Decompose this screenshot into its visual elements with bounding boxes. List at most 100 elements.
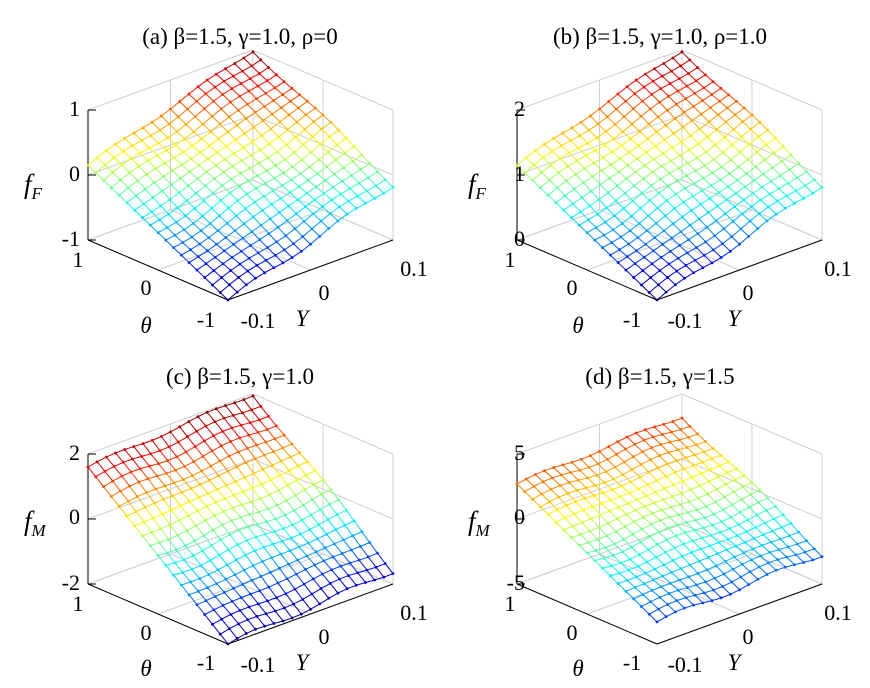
- surface-point: [598, 183, 602, 187]
- surface-mesh-line: [703, 451, 713, 460]
- surface-mesh-line: [553, 464, 563, 469]
- surface-mesh-line: [562, 132, 571, 141]
- surface-mesh-line: [185, 446, 196, 453]
- surface-mesh-line: [293, 236, 304, 245]
- surface-mesh-line: [185, 545, 194, 556]
- surface-mesh-line: [535, 143, 545, 152]
- surface-mesh-line: [699, 480, 710, 487]
- surface-mesh-line: [223, 417, 233, 429]
- surface-point: [257, 510, 261, 514]
- surface-point: [119, 489, 122, 493]
- surface-mesh-line: [266, 165, 277, 172]
- surface-mesh-line: [103, 179, 112, 189]
- surface-point: [684, 263, 688, 267]
- surface-mesh-line: [275, 518, 284, 529]
- surface-mesh-line: [286, 573, 297, 580]
- surface-mesh-line: [329, 136, 338, 146]
- surface-mesh-line: [707, 488, 717, 495]
- surface-point: [238, 262, 242, 266]
- surface-point: [259, 223, 263, 227]
- surface-point: [137, 164, 141, 168]
- surface-mesh-line: [597, 539, 606, 548]
- surface-mesh-line: [668, 589, 679, 594]
- surface-mesh-line: [771, 538, 781, 543]
- surface-mesh-line: [196, 600, 207, 606]
- panel-b-box-grid: [516, 49, 823, 301]
- surface-point: [785, 555, 789, 559]
- surface-point: [221, 262, 225, 266]
- surface-point: [616, 582, 620, 585]
- surface-mesh-line: [259, 67, 269, 74]
- surface-mesh-line: [653, 250, 662, 258]
- surface-point: [216, 229, 220, 233]
- surface-mesh-line: [230, 178, 240, 187]
- surface-mesh-line: [270, 479, 279, 491]
- surface-mesh-line: [677, 90, 686, 100]
- surface-mesh-line: [588, 542, 597, 551]
- surface-mesh-line: [168, 446, 178, 458]
- surface-mesh-line: [622, 131, 631, 140]
- surface-point: [275, 503, 279, 507]
- surface-point: [702, 591, 706, 595]
- surface-mesh-line: [555, 195, 566, 204]
- surface-mesh-line: [194, 200, 205, 209]
- surface-mesh-line: [196, 93, 207, 102]
- surface-mesh-line: [642, 589, 653, 596]
- surface-mesh-line: [724, 213, 734, 222]
- surface-mesh-line: [580, 205, 591, 213]
- surface-mesh-line: [180, 501, 190, 507]
- surface-point: [610, 488, 614, 492]
- surface-mesh-line: [789, 162, 799, 170]
- surface-mesh-line: [251, 575, 262, 581]
- surface-mesh-line: [235, 476, 245, 482]
- surface-mesh-line: [209, 138, 219, 147]
- surface-mesh-line: [708, 553, 718, 558]
- surface-point: [600, 501, 604, 505]
- surface-point: [579, 457, 583, 461]
- surface-mesh-line: [635, 79, 645, 88]
- surface-point: [226, 130, 230, 134]
- surface-mesh-line: [727, 468, 737, 474]
- panel-c-y-tick-0: 0: [319, 624, 330, 649]
- surface-mesh-line: [756, 514, 766, 524]
- surface-point: [523, 171, 527, 175]
- surface-mesh-line: [778, 188, 788, 197]
- surface-mesh-line: [596, 471, 607, 476]
- surface-point: [228, 191, 232, 195]
- surface-mesh-line: [138, 478, 149, 483]
- surface-mesh-line: [613, 131, 624, 140]
- surface-point: [696, 496, 700, 500]
- surface-mesh-line: [276, 74, 285, 83]
- surface-mesh-line: [707, 493, 716, 503]
- surface-mesh-line: [307, 179, 317, 188]
- surface-mesh-line: [629, 223, 640, 232]
- surface-mesh-line: [146, 168, 157, 175]
- surface-mesh-line: [573, 188, 583, 198]
- surface-mesh-line: [660, 172, 670, 180]
- surface-point: [218, 122, 222, 126]
- surface-mesh-line: [638, 145, 647, 153]
- surface-mesh-line: [208, 574, 217, 584]
- surface-mesh-line: [578, 479, 587, 489]
- surface-point: [233, 573, 237, 577]
- surface-point: [797, 161, 801, 165]
- surface-mesh-line: [340, 193, 349, 202]
- surface-mesh-line: [648, 284, 659, 293]
- surface-mesh-line: [241, 501, 252, 506]
- surface-point: [795, 176, 799, 180]
- surface-point: [622, 537, 626, 541]
- surface-mesh-line: [149, 147, 158, 156]
- surface-mesh-line: [223, 165, 233, 173]
- surface-mesh-line: [625, 100, 634, 110]
- surface-mesh-line: [616, 185, 626, 194]
- surface-mesh-line: [305, 107, 316, 116]
- surface-mesh-line: [215, 592, 225, 597]
- surface-mesh-line: [95, 470, 106, 478]
- surface-mesh-line: [334, 543, 343, 554]
- surface-mesh-line: [219, 207, 229, 217]
- surface-mesh-line: [703, 249, 714, 256]
- surface-point: [624, 268, 628, 272]
- surface-mesh-line: [218, 470, 228, 477]
- surface-mesh-line: [631, 207, 641, 217]
- surface-mesh-line: [694, 254, 705, 261]
